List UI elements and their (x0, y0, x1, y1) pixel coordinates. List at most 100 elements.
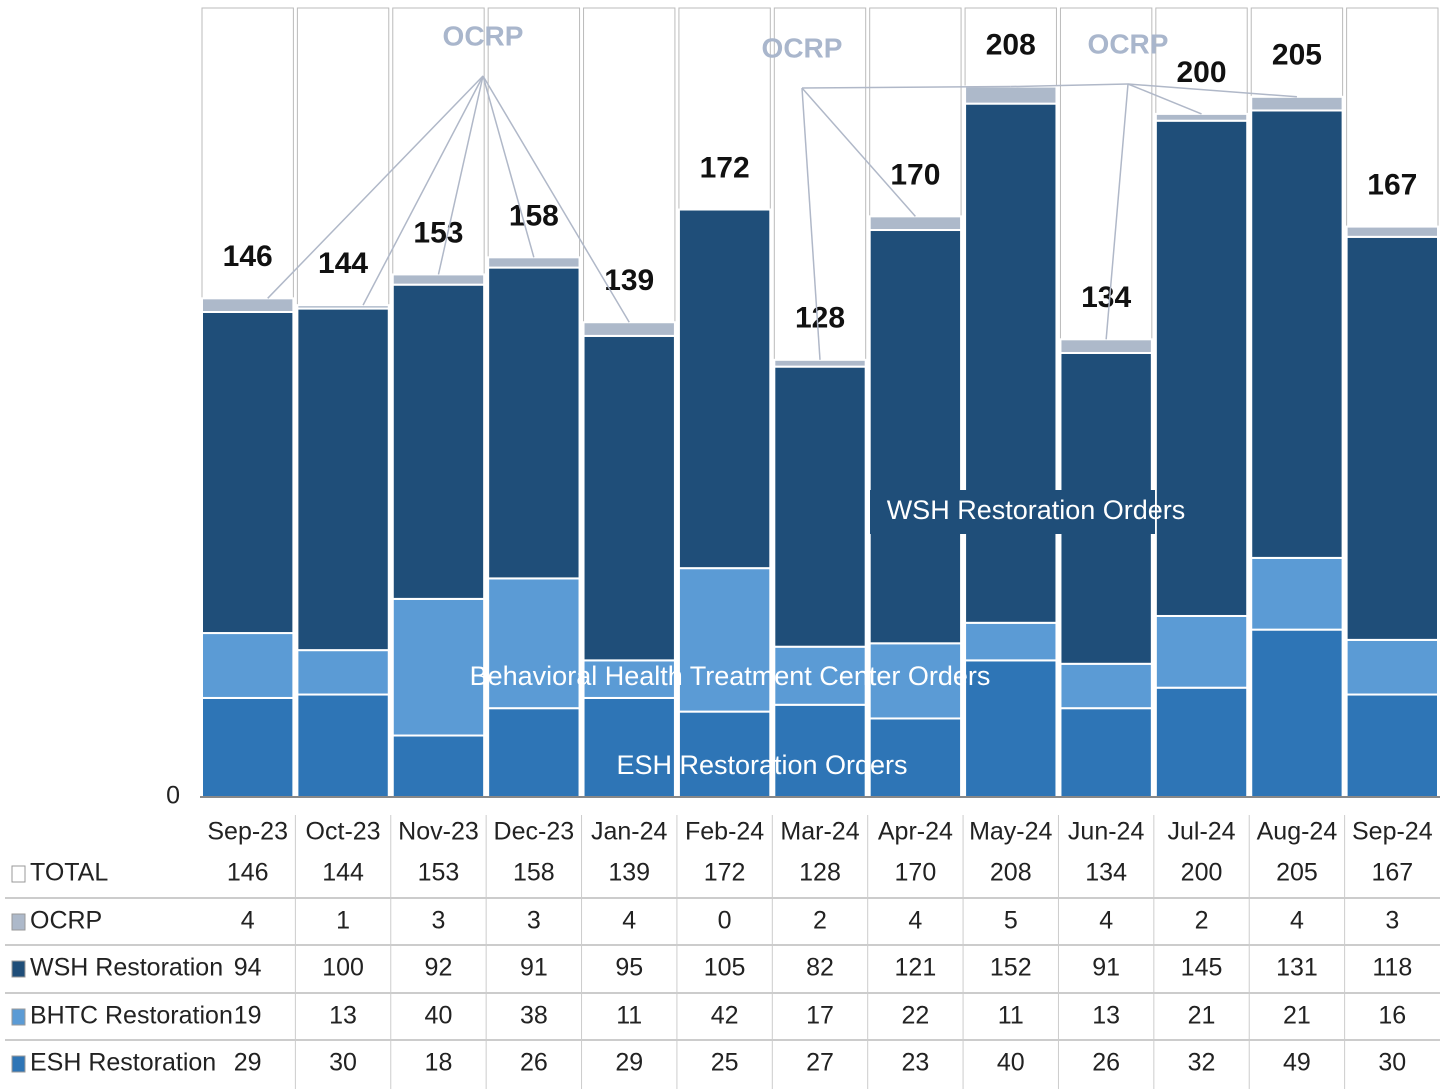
bar-segment (1154, 112, 1249, 122)
legend-swatch (11, 913, 26, 931)
table-value: 29 (234, 1049, 262, 1077)
bar-segment (1345, 235, 1439, 641)
legend-label: OCRP (30, 907, 102, 935)
table-value: 18 (425, 1049, 453, 1077)
table-value: 172 (704, 859, 746, 887)
bar-segment (1250, 556, 1344, 631)
total-label: 200 (1177, 56, 1227, 89)
x-tick-label: Feb-24 (685, 818, 764, 846)
x-tick-label: Apr-24 (878, 818, 953, 846)
legend-swatch (11, 865, 26, 883)
bar-segment (964, 85, 1058, 105)
bar-segment (1250, 628, 1344, 798)
annotation: OCRP (1088, 28, 1169, 59)
x-tick-label: Aug-24 (1257, 818, 1338, 846)
bar-segment (1345, 225, 1439, 238)
table-value: 145 (1181, 954, 1223, 982)
bar-segment (773, 645, 867, 706)
table-value: 139 (608, 859, 650, 887)
x-tick-label: Jun-24 (1068, 818, 1145, 846)
table-value: 25 (711, 1049, 739, 1077)
bar-segment (1059, 662, 1153, 710)
table-value: 146 (227, 859, 269, 887)
annotation: ESH Restoration Orders (616, 750, 907, 780)
total-label: 144 (318, 247, 368, 280)
table-value: 91 (1092, 954, 1120, 982)
total-label: 139 (604, 264, 654, 297)
table-value: 21 (1188, 1002, 1216, 1030)
table-value: 105 (704, 954, 746, 982)
table-value: 17 (806, 1002, 834, 1030)
annotation-bg (870, 490, 1155, 534)
legend-swatch (11, 1008, 26, 1026)
total-label: 158 (509, 199, 559, 232)
table-value: 38 (520, 1002, 548, 1030)
x-tick-label: Jan-24 (591, 818, 668, 846)
leader-line (801, 87, 916, 217)
x-tick-label: Sep-24 (1352, 818, 1433, 846)
bar-segment (296, 649, 390, 696)
table-value: 19 (234, 1002, 262, 1030)
table-value: 26 (520, 1049, 548, 1077)
total-label: 208 (986, 28, 1036, 61)
table-value: 23 (901, 1049, 929, 1077)
bar-segment (677, 208, 772, 570)
bar-segment (582, 334, 676, 662)
bar-segment (677, 567, 772, 713)
x-tick-label: Dec-23 (494, 818, 575, 846)
leader-line (1127, 83, 1202, 115)
x-tick-label: Nov-23 (398, 818, 479, 846)
table-value: 3 (432, 907, 446, 935)
table-value: 40 (997, 1049, 1025, 1077)
x-tick-label: Mar-24 (780, 818, 859, 846)
bar-segment (487, 256, 581, 269)
table-value: 2 (813, 907, 827, 935)
bar-segment (201, 696, 295, 799)
bar-segment (1059, 338, 1153, 354)
annotation: OCRP (762, 32, 843, 63)
leader-line (267, 75, 484, 299)
bar-segment (868, 229, 963, 645)
total-label: 146 (223, 240, 273, 273)
total-label: 128 (795, 302, 845, 335)
table-value: 13 (329, 1002, 357, 1030)
table-value: 27 (806, 1049, 834, 1077)
table-value: 32 (1188, 1049, 1216, 1077)
table-value: 152 (990, 954, 1032, 982)
table-value: 11 (998, 1002, 1024, 1030)
table-value: 1 (336, 907, 350, 935)
table-value: 100 (322, 954, 364, 982)
annotation: Behavioral Health Treatment Center Order… (470, 661, 991, 691)
table-value: 92 (425, 954, 453, 982)
bar-segment (582, 321, 676, 337)
bar-segment (773, 358, 867, 368)
leader-line (482, 75, 535, 258)
table-value: 91 (520, 954, 548, 982)
table-value: 4 (908, 907, 922, 935)
bar-segment (1059, 707, 1153, 799)
table-value: 26 (1092, 1049, 1120, 1077)
table-value: 4 (622, 907, 636, 935)
leader-line (1010, 83, 1129, 88)
y-tick-label: 0 (166, 782, 180, 810)
table-value: 4 (1099, 907, 1113, 935)
leader-line (1105, 83, 1129, 340)
table-value: 22 (901, 1002, 929, 1030)
table-value: 0 (718, 907, 732, 935)
x-tick-label: Oct-23 (306, 818, 381, 846)
legend-label: BHTC Restoration (30, 1002, 233, 1030)
table-value: 200 (1181, 859, 1223, 887)
leader-line (801, 87, 821, 360)
total-label: 167 (1367, 169, 1417, 202)
table-value: 170 (895, 859, 937, 887)
table-value: 128 (799, 859, 841, 887)
table-value: 94 (234, 954, 262, 982)
table-value: 121 (895, 954, 937, 982)
bar-segment (1154, 686, 1249, 798)
bar-segment (677, 710, 772, 799)
table-value: 134 (1085, 859, 1127, 887)
bar-segment (964, 621, 1058, 662)
bar-segment (391, 273, 486, 286)
table-value: 40 (425, 1002, 453, 1030)
